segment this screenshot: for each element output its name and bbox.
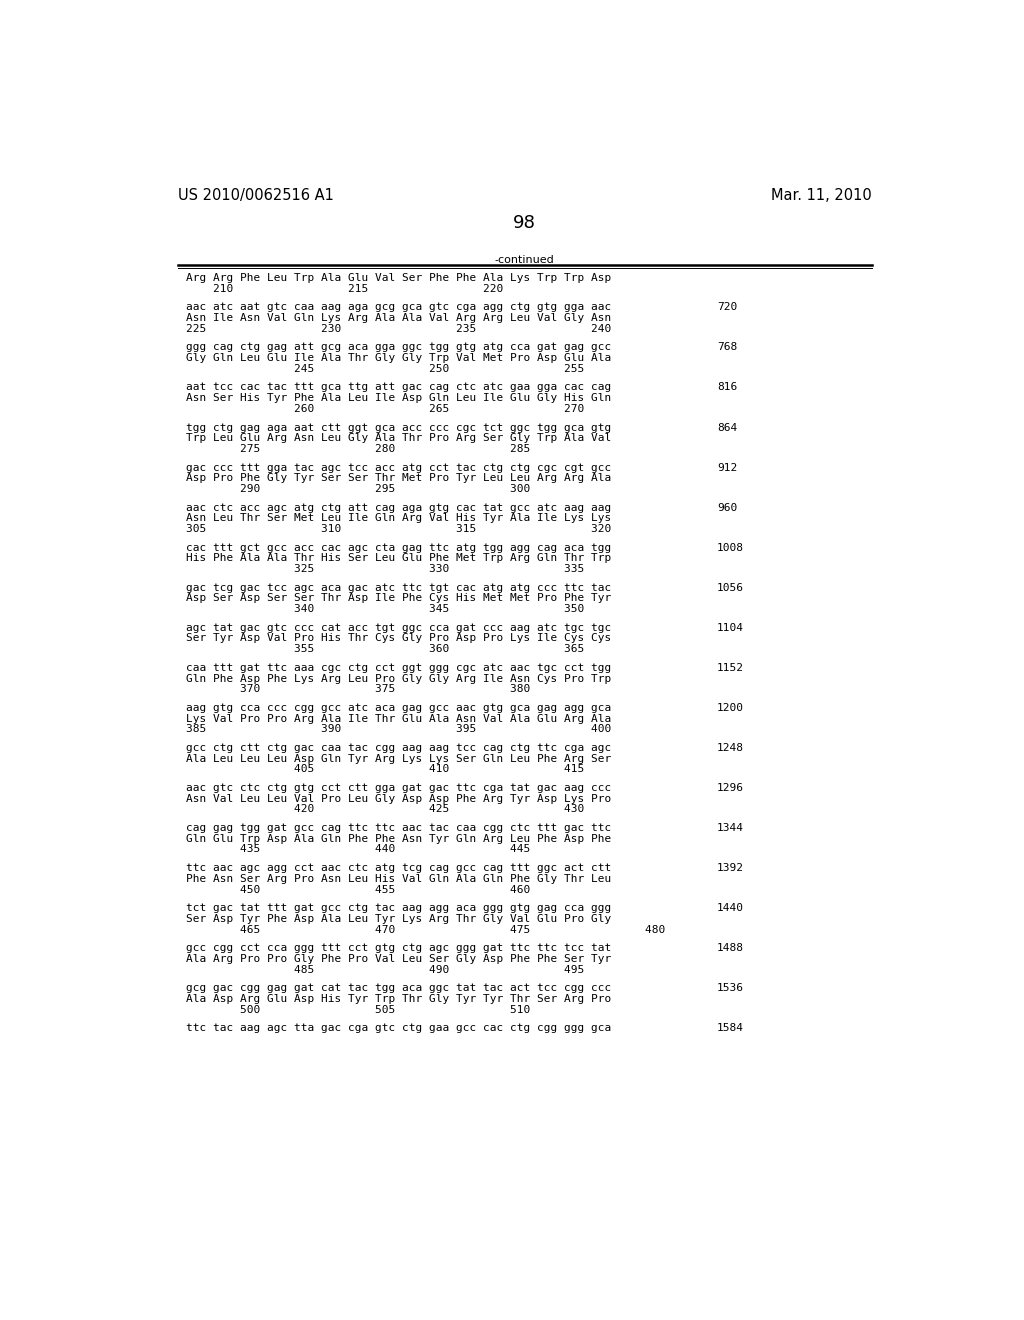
Text: aac gtc ctc ctg gtg cct ctt gga gat gac ttc cga tat gac aag ccc: aac gtc ctc ctg gtg cct ctt gga gat gac … [186, 783, 611, 793]
Text: -continued: -continued [495, 255, 555, 264]
Text: 1344: 1344 [717, 822, 744, 833]
Text: 325                 330                 335: 325 330 335 [186, 564, 585, 574]
Text: caa ttt gat ttc aaa cgc ctg cct ggt ggg cgc atc aac tgc cct tgg: caa ttt gat ttc aaa cgc ctg cct ggt ggg … [186, 663, 611, 673]
Text: ttc aac agc agg cct aac ctc atg tcg cag gcc cag ttt ggc act ctt: ttc aac agc agg cct aac ctc atg tcg cag … [186, 863, 611, 873]
Text: 768: 768 [717, 342, 737, 352]
Text: Asp Pro Phe Gly Tyr Ser Ser Thr Met Pro Tyr Leu Leu Arg Arg Ala: Asp Pro Phe Gly Tyr Ser Ser Thr Met Pro … [186, 474, 611, 483]
Text: US 2010/0062516 A1: US 2010/0062516 A1 [178, 187, 334, 203]
Text: 816: 816 [717, 383, 737, 392]
Text: His Phe Ala Ala Thr His Ser Leu Glu Phe Met Trp Arg Gln Thr Trp: His Phe Ala Ala Thr His Ser Leu Glu Phe … [186, 553, 611, 564]
Text: 864: 864 [717, 422, 737, 433]
Text: Trp Leu Glu Arg Asn Leu Gly Ala Thr Pro Arg Ser Gly Trp Ala Val: Trp Leu Glu Arg Asn Leu Gly Ala Thr Pro … [186, 433, 611, 444]
Text: 420                 425                 430: 420 425 430 [186, 804, 585, 814]
Text: 435                 440                 445: 435 440 445 [186, 845, 530, 854]
Text: 290                 295                 300: 290 295 300 [186, 484, 530, 494]
Text: tct gac tat ttt gat gcc ctg tac aag agg aca ggg gtg gag cca ggg: tct gac tat ttt gat gcc ctg tac aag agg … [186, 903, 611, 913]
Text: Lys Val Pro Pro Arg Ala Ile Thr Glu Ala Asn Val Ala Glu Arg Ala: Lys Val Pro Pro Arg Ala Ile Thr Glu Ala … [186, 714, 611, 723]
Text: 1392: 1392 [717, 863, 744, 873]
Text: 210                 215                 220: 210 215 220 [186, 284, 504, 294]
Text: 720: 720 [717, 302, 737, 313]
Text: gcc cgg cct cca ggg ttt cct gtg ctg agc ggg gat ttc ttc tcc tat: gcc cgg cct cca ggg ttt cct gtg ctg agc … [186, 942, 611, 953]
Text: 1296: 1296 [717, 783, 744, 793]
Text: 370                 375                 380: 370 375 380 [186, 684, 530, 694]
Text: Ser Tyr Asp Val Pro His Thr Cys Gly Pro Asp Pro Lys Ile Cys Cys: Ser Tyr Asp Val Pro His Thr Cys Gly Pro … [186, 634, 611, 643]
Text: Asn Val Leu Leu Val Pro Leu Gly Asp Asp Phe Arg Tyr Asp Lys Pro: Asn Val Leu Leu Val Pro Leu Gly Asp Asp … [186, 793, 611, 804]
Text: 305                 310                 315                 320: 305 310 315 320 [186, 524, 611, 535]
Text: 1488: 1488 [717, 942, 744, 953]
Text: 340                 345                 350: 340 345 350 [186, 605, 585, 614]
Text: Asn Ser His Tyr Phe Ala Leu Ile Asp Gln Leu Ile Glu Gly His Gln: Asn Ser His Tyr Phe Ala Leu Ile Asp Gln … [186, 393, 611, 403]
Text: gcg gac cgg gag gat cat tac tgg aca ggc tat tac act tcc cgg ccc: gcg gac cgg gag gat cat tac tgg aca ggc … [186, 983, 611, 993]
Text: Arg Arg Phe Leu Trp Ala Glu Val Ser Phe Phe Ala Lys Trp Trp Asp: Arg Arg Phe Leu Trp Ala Glu Val Ser Phe … [186, 273, 611, 282]
Text: cac ttt gct gcc acc cac agc cta gag ttc atg tgg agg cag aca tgg: cac ttt gct gcc acc cac agc cta gag ttc … [186, 543, 611, 553]
Text: 1104: 1104 [717, 623, 744, 632]
Text: 1056: 1056 [717, 582, 744, 593]
Text: tgg ctg gag aga aat ctt ggt gca acc ccc cgc tct ggc tgg gca gtg: tgg ctg gag aga aat ctt ggt gca acc ccc … [186, 422, 611, 433]
Text: 355                 360                 365: 355 360 365 [186, 644, 585, 655]
Text: 1440: 1440 [717, 903, 744, 913]
Text: 960: 960 [717, 503, 737, 512]
Text: 912: 912 [717, 462, 737, 473]
Text: aat tcc cac tac ttt gca ttg att gac cag ctc atc gaa gga cac cag: aat tcc cac tac ttt gca ttg att gac cag … [186, 383, 611, 392]
Text: 500                 505                 510: 500 505 510 [186, 1005, 530, 1015]
Text: aac atc aat gtc caa aag aga gcg gca gtc cga agg ctg gtg gga aac: aac atc aat gtc caa aag aga gcg gca gtc … [186, 302, 611, 313]
Text: Gln Phe Asp Phe Lys Arg Leu Pro Gly Gly Arg Ile Asn Cys Pro Trp: Gln Phe Asp Phe Lys Arg Leu Pro Gly Gly … [186, 673, 611, 684]
Text: 1152: 1152 [717, 663, 744, 673]
Text: 1008: 1008 [717, 543, 744, 553]
Text: Ala Leu Leu Leu Asp Gln Tyr Arg Lys Lys Ser Gln Leu Phe Arg Ser: Ala Leu Leu Leu Asp Gln Tyr Arg Lys Lys … [186, 754, 611, 763]
Text: Gln Glu Trp Asp Ala Gln Phe Phe Asn Tyr Gln Arg Leu Phe Asp Phe: Gln Glu Trp Asp Ala Gln Phe Phe Asn Tyr … [186, 834, 611, 843]
Text: 275                 280                 285: 275 280 285 [186, 444, 530, 454]
Text: 98: 98 [513, 214, 537, 232]
Text: Phe Asn Ser Arg Pro Asn Leu His Val Gln Ala Gln Phe Gly Thr Leu: Phe Asn Ser Arg Pro Asn Leu His Val Gln … [186, 874, 611, 883]
Text: Asp Ser Asp Ser Ser Thr Asp Ile Phe Cys His Met Met Pro Phe Tyr: Asp Ser Asp Ser Ser Thr Asp Ile Phe Cys … [186, 594, 611, 603]
Text: ggg cag ctg gag att gcg aca gga ggc tgg gtg atg cca gat gag gcc: ggg cag ctg gag att gcg aca gga ggc tgg … [186, 342, 611, 352]
Text: aag gtg cca ccc cgg gcc atc aca gag gcc aac gtg gca gag agg gca: aag gtg cca ccc cgg gcc atc aca gag gcc … [186, 702, 611, 713]
Text: Gly Gln Leu Glu Ile Ala Thr Gly Gly Trp Val Met Pro Asp Glu Ala: Gly Gln Leu Glu Ile Ala Thr Gly Gly Trp … [186, 354, 611, 363]
Text: 385                 390                 395                 400: 385 390 395 400 [186, 725, 611, 734]
Text: 450                 455                 460: 450 455 460 [186, 884, 530, 895]
Text: 225                 230                 235                 240: 225 230 235 240 [186, 323, 611, 334]
Text: Ala Asp Arg Glu Asp His Tyr Trp Thr Gly Tyr Tyr Thr Ser Arg Pro: Ala Asp Arg Glu Asp His Tyr Trp Thr Gly … [186, 994, 611, 1003]
Text: 1584: 1584 [717, 1023, 744, 1034]
Text: 1200: 1200 [717, 702, 744, 713]
Text: gac ccc ttt gga tac agc tcc acc atg cct tac ctg ctg cgc cgt gcc: gac ccc ttt gga tac agc tcc acc atg cct … [186, 462, 611, 473]
Text: Ala Arg Pro Pro Gly Phe Pro Val Leu Ser Gly Asp Phe Phe Ser Tyr: Ala Arg Pro Pro Gly Phe Pro Val Leu Ser … [186, 954, 611, 964]
Text: 485                 490                 495: 485 490 495 [186, 965, 585, 974]
Text: agc tat gac gtc ccc cat acc tgt ggc cca gat ccc aag atc tgc tgc: agc tat gac gtc ccc cat acc tgt ggc cca … [186, 623, 611, 632]
Text: 405                 410                 415: 405 410 415 [186, 764, 585, 775]
Text: Asn Ile Asn Val Gln Lys Arg Ala Ala Val Arg Arg Leu Val Gly Asn: Asn Ile Asn Val Gln Lys Arg Ala Ala Val … [186, 313, 611, 323]
Text: ttc tac aag agc tta gac cga gtc ctg gaa gcc cac ctg cgg ggg gca: ttc tac aag agc tta gac cga gtc ctg gaa … [186, 1023, 611, 1034]
Text: 260                 265                 270: 260 265 270 [186, 404, 585, 414]
Text: 1248: 1248 [717, 743, 744, 752]
Text: aac ctc acc agc atg ctg att cag aga gtg cac tat gcc atc aag aag: aac ctc acc agc atg ctg att cag aga gtg … [186, 503, 611, 512]
Text: cag gag tgg gat gcc cag ttc ttc aac tac caa cgg ctc ttt gac ttc: cag gag tgg gat gcc cag ttc ttc aac tac … [186, 822, 611, 833]
Text: gcc ctg ctt ctg gac caa tac cgg aag aag tcc cag ctg ttc cga agc: gcc ctg ctt ctg gac caa tac cgg aag aag … [186, 743, 611, 752]
Text: 245                 250                 255: 245 250 255 [186, 364, 585, 374]
Text: 1536: 1536 [717, 983, 744, 993]
Text: Ser Asp Tyr Phe Asp Ala Leu Tyr Lys Arg Thr Gly Val Glu Pro Gly: Ser Asp Tyr Phe Asp Ala Leu Tyr Lys Arg … [186, 913, 611, 924]
Text: Asn Leu Thr Ser Met Leu Ile Gln Arg Val His Tyr Ala Ile Lys Lys: Asn Leu Thr Ser Met Leu Ile Gln Arg Val … [186, 513, 611, 523]
Text: 465                 470                 475                 480: 465 470 475 480 [186, 924, 666, 935]
Text: Mar. 11, 2010: Mar. 11, 2010 [771, 187, 872, 203]
Text: gac tcg gac tcc agc aca gac atc ttc tgt cac atg atg ccc ttc tac: gac tcg gac tcc agc aca gac atc ttc tgt … [186, 582, 611, 593]
